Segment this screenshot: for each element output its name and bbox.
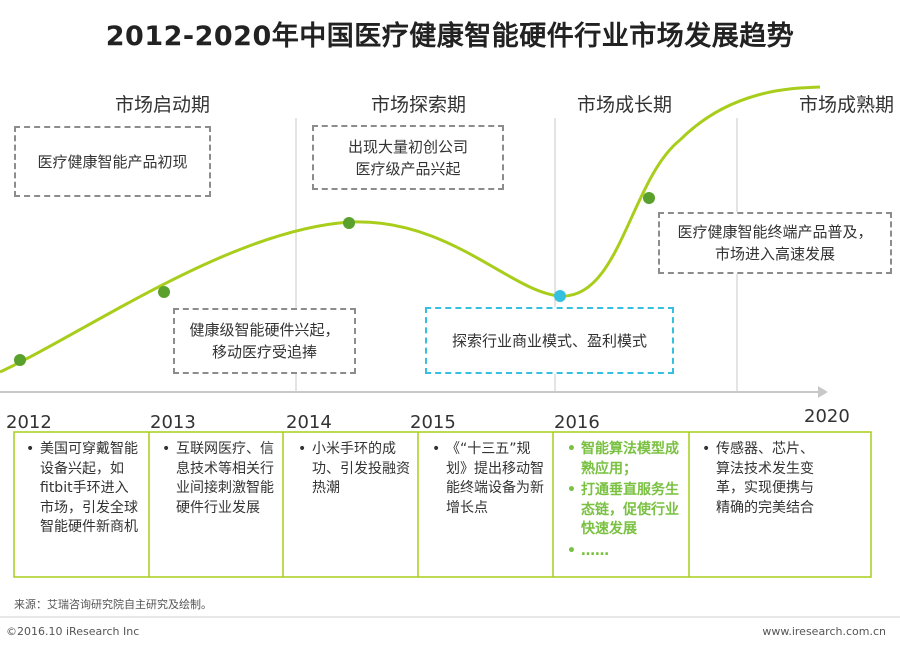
trend-dot-2014 <box>343 217 355 229</box>
annotation-box-startup: 医疗健康智能产品初现 <box>14 126 211 197</box>
annotation-box-exploration: 出现大量初创公司 医疗级产品兴起 <box>312 125 504 190</box>
trend-dot-growth <box>643 192 655 204</box>
timeline-column-2013: 互联网医疗、信息技术等相关行业间接刺激智能硬件行业发展 <box>160 440 276 520</box>
year-label-2020: 2020 <box>804 406 850 427</box>
annotation-line: 医疗健康智能终端产品普及， <box>677 223 873 241</box>
timeline-item: 小米手环的成功、引发投融资热潮 <box>296 440 412 499</box>
timeline-column-2020: 传感器、芯片、算法技术发生变革，实现便携与精确的完美结合 <box>700 440 818 520</box>
annotation-line: 探索行业商业模式、盈利模式 <box>451 331 647 350</box>
annotation-line: 医疗级产品兴起 <box>355 159 461 178</box>
timeline-column-2015: 《“十三五”规划》提出移动智能终端设备为新增长点 <box>430 440 546 520</box>
annotation-line: 移动医疗受追捧 <box>211 343 317 361</box>
timeline-item: 互联网医疗、信息技术等相关行业间接刺激智能硬件行业发展 <box>160 440 276 518</box>
timeline-item: 美国可穿戴智能设备兴起，如fitbit手环进入市场，引发全球智能硬件新商机 <box>24 440 140 538</box>
timeline-item: 《“十三五”规划》提出移动智能终端设备为新增长点 <box>430 440 546 518</box>
annotation-box-business-model: 探索行业商业模式、盈利模式 <box>425 307 674 374</box>
timeline-item: …… <box>565 542 681 562</box>
source-note: 来源：艾瑞咨询研究院自主研究及绘制。 <box>14 598 212 611</box>
phase-label-exploration: 市场探索期 <box>371 94 467 116</box>
timeline-column-2012: 美国可穿戴智能设备兴起，如fitbit手环进入市场，引发全球智能硬件新商机 <box>24 440 140 540</box>
phase-label-growth: 市场成长期 <box>577 94 673 116</box>
year-label-2015: 2015 <box>410 412 456 433</box>
phase-label-startup: 市场启动期 <box>115 94 211 116</box>
annotation-line: 市场进入高速发展 <box>714 245 835 263</box>
year-label-2012: 2012 <box>6 412 52 433</box>
phase-label-mature: 市场成熟期 <box>799 94 895 116</box>
trend-dot-2013 <box>158 286 170 298</box>
timeline-item: 传感器、芯片、算法技术发生变革，实现便携与精确的完美结合 <box>700 440 818 518</box>
page-title: 2012-2020年中国医疗健康智能硬件行业市场发展趋势 <box>105 21 795 52</box>
annotation-box-growth: 医疗健康智能终端产品普及， 市场进入高速发展 <box>658 212 892 274</box>
year-label-2016: 2016 <box>554 412 600 433</box>
timeline-column-2014: 小米手环的成功、引发投融资热潮 <box>296 440 412 501</box>
trend-dot-2012 <box>14 354 26 366</box>
annotation-line: 医疗健康智能产品初现 <box>37 152 188 171</box>
year-label-2013: 2013 <box>150 412 196 433</box>
website-link[interactable]: www.iresearch.com.cn <box>762 625 886 638</box>
annotation-line: 健康级智能硬件兴起， <box>189 321 340 339</box>
timeline-box <box>13 431 872 578</box>
year-label-2014: 2014 <box>286 412 332 433</box>
copyright: ©2016.10 iResearch Inc <box>6 625 140 638</box>
annotation-line: 出现大量初创公司 <box>347 137 468 156</box>
timeline-column-2016: 智能算法模型成熟应用； 打通垂直服务生态链，促使行业快速发展 …… <box>565 440 681 563</box>
trend-curve <box>0 85 821 374</box>
trend-dot-2016 <box>554 290 566 302</box>
time-axis-arrow-icon <box>818 386 828 398</box>
timeline-item: 智能算法模型成熟应用； <box>565 440 681 479</box>
annotation-box-health-hardware: 健康级智能硬件兴起， 移动医疗受追捧 <box>173 308 356 374</box>
timeline-item: 打通垂直服务生态链，促使行业快速发展 <box>565 481 681 540</box>
